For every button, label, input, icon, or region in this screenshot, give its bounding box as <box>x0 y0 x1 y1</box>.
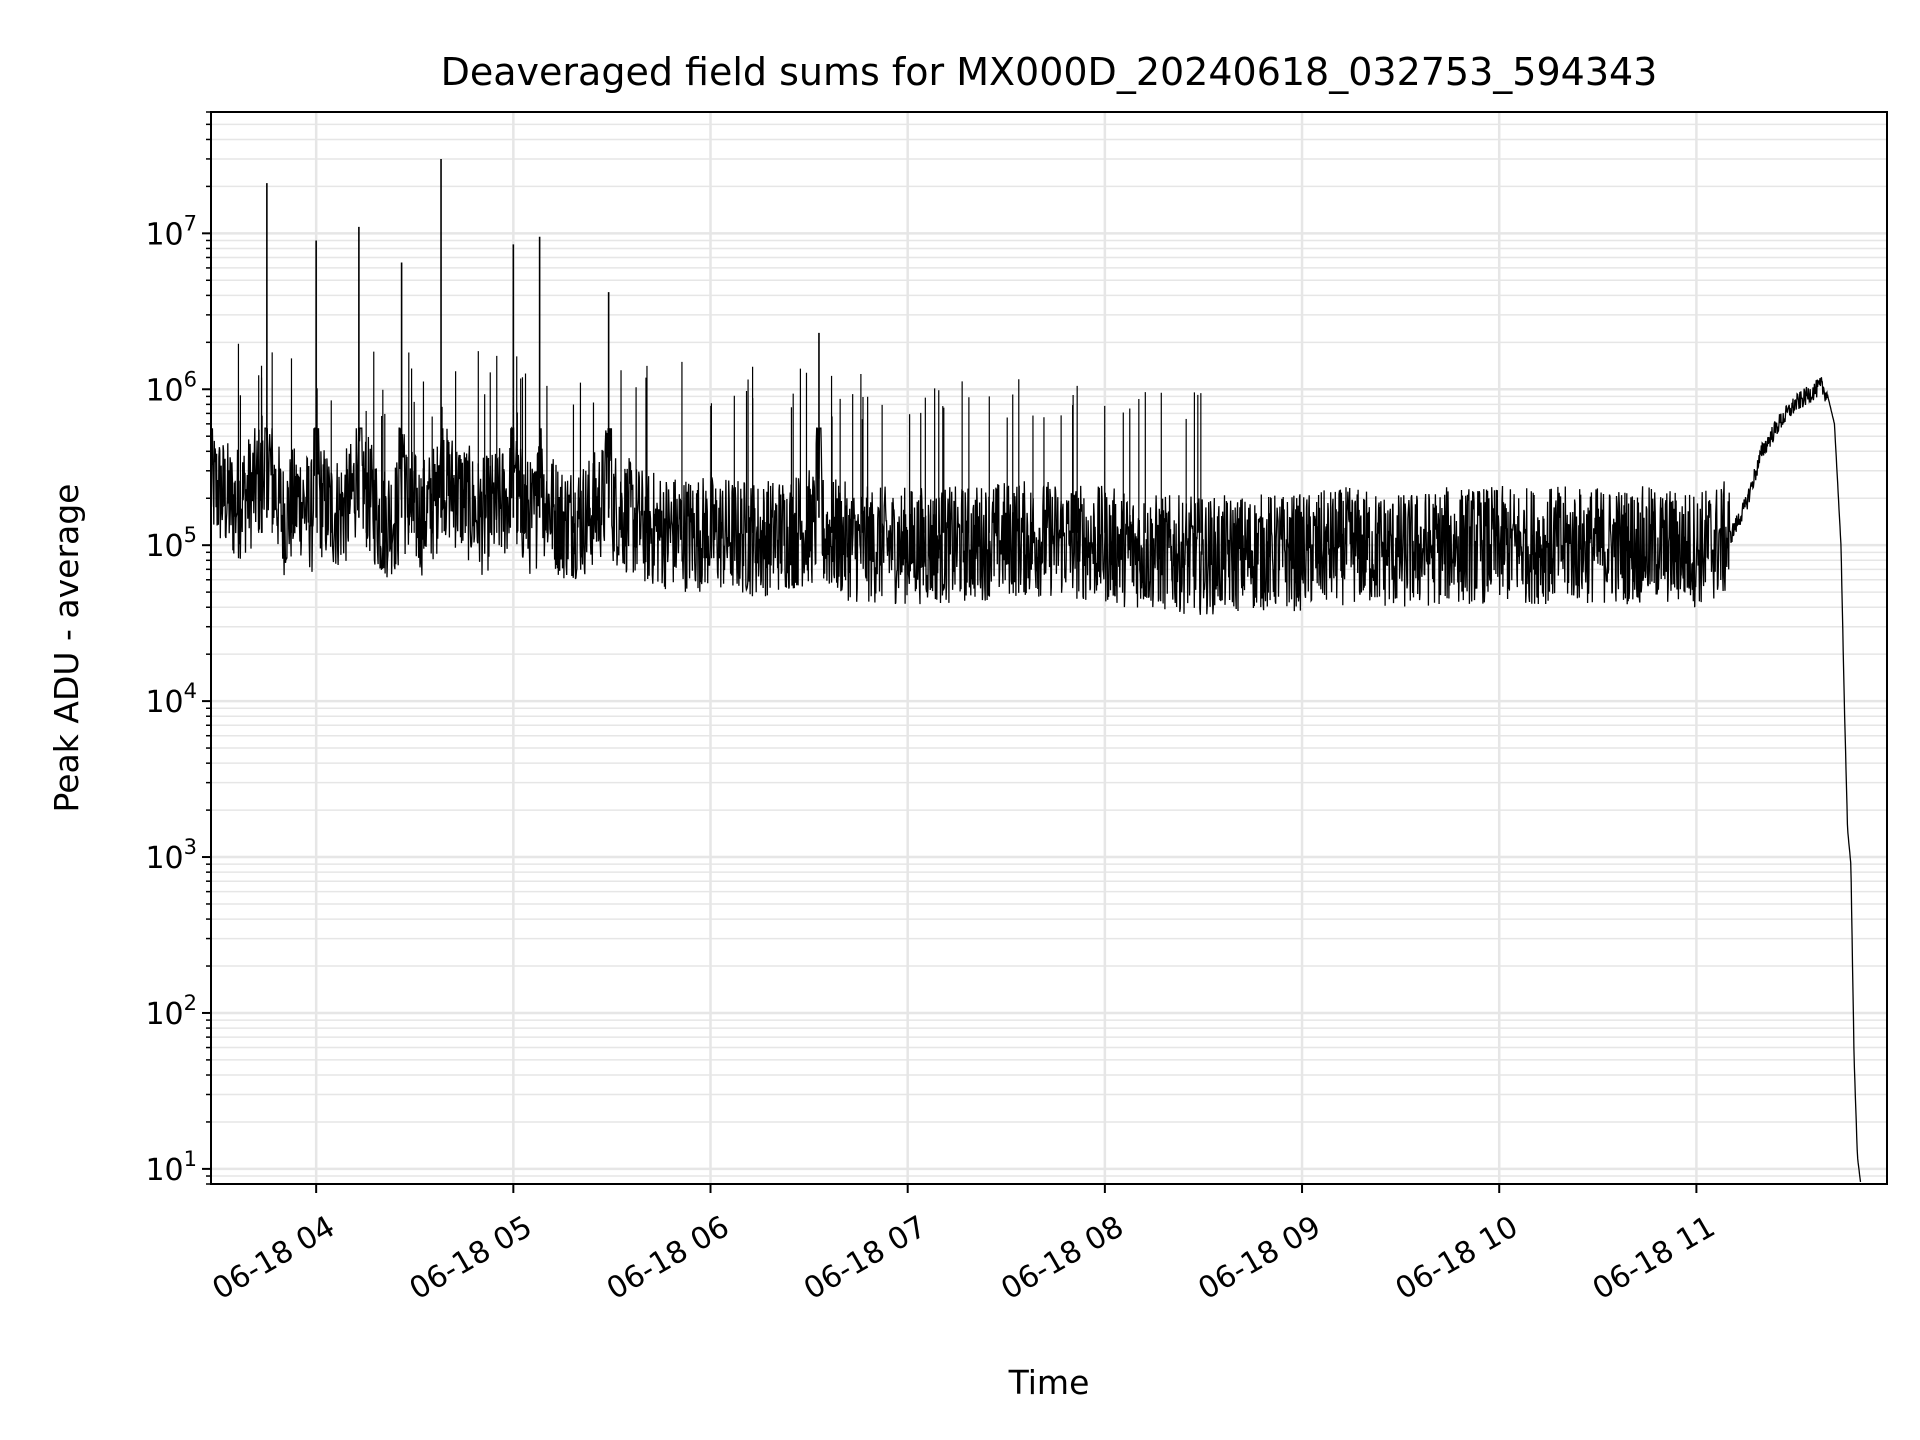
x-tick-label: 06-18 07 <box>798 1209 932 1307</box>
x-tick-label: 06-18 10 <box>1390 1209 1524 1307</box>
series-line <box>210 377 1862 1182</box>
x-axis-title: Time <box>1008 1363 1090 1402</box>
x-tick-label: 06-18 08 <box>995 1209 1129 1307</box>
y-tick-label: 105 <box>145 523 197 564</box>
grid-lines <box>211 111 1887 1185</box>
axis-ticks: 101 102 103 104 105 106 107 06-18 04 06-18 05 06-… <box>145 111 1721 1307</box>
x-tick-label: 06-18 06 <box>601 1209 735 1307</box>
chart-title: Deaveraged field sums for MX000D_2024061… <box>441 50 1658 94</box>
y-tick-label: 107 <box>145 211 197 252</box>
y-tick-label: 103 <box>145 835 197 876</box>
x-tick-label: 06-18 09 <box>1193 1209 1327 1307</box>
y-tick-label: 106 <box>145 367 197 408</box>
plot-frame <box>210 111 1888 1185</box>
y-tick-label: 104 <box>145 679 197 720</box>
y-tick-label: 101 <box>145 1147 197 1188</box>
x-tick-label: 06-18 05 <box>404 1209 538 1307</box>
y-tick-label: 102 <box>145 991 197 1032</box>
y-axis-title: Peak ADU - average <box>47 484 86 813</box>
series-layer <box>210 158 1862 1182</box>
x-tick-label: 06-18 04 <box>207 1209 341 1307</box>
x-tick-label: 06-18 11 <box>1587 1209 1721 1307</box>
